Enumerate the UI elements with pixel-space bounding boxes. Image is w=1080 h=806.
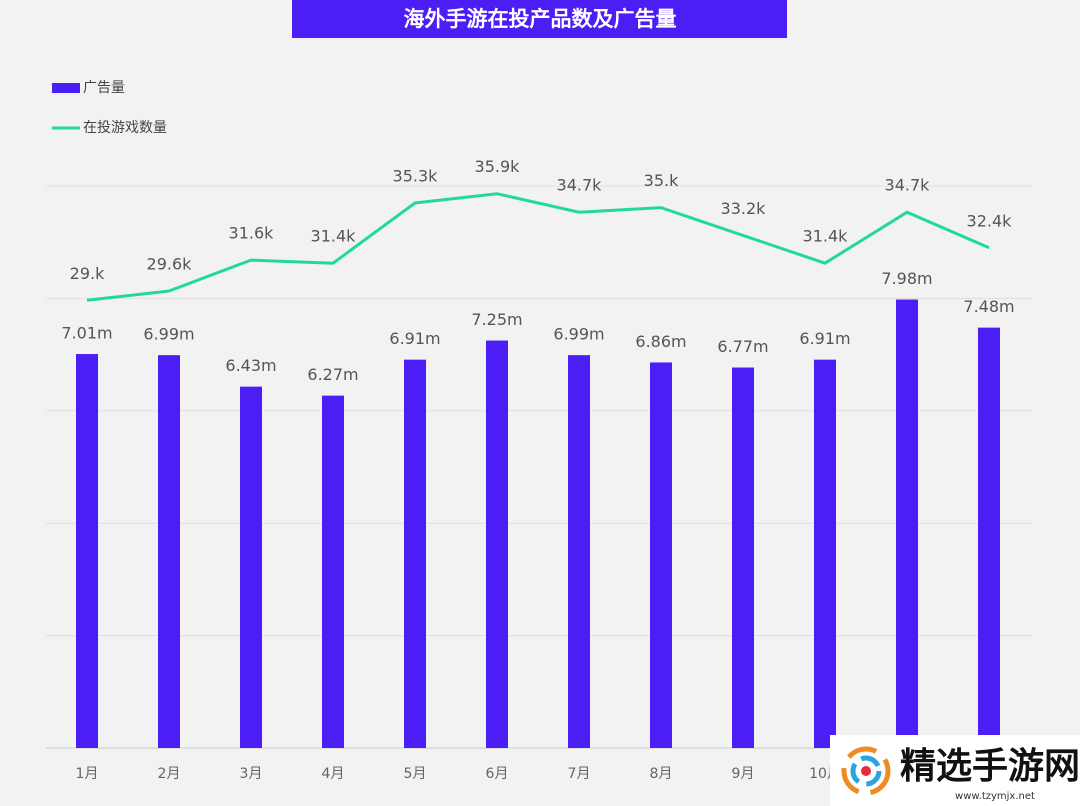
chart-title: 海外手游在投产品数及广告量: [404, 7, 677, 31]
line-value-label: 29.6k: [147, 254, 193, 273]
line-value-label: 31.4k: [803, 227, 849, 246]
title-box: [292, 0, 787, 38]
watermark-name: 精选手游网: [900, 746, 1080, 787]
bar: [568, 355, 590, 748]
line-value-label: 31.4k: [311, 227, 357, 246]
line-value-label: 35.3k: [393, 166, 439, 185]
bar: [732, 367, 754, 748]
bar: [814, 359, 836, 748]
bar-value-label: 6.27m: [307, 365, 358, 384]
line-value-label: 33.2k: [721, 199, 767, 218]
x-tick-label: 3月: [240, 766, 263, 782]
x-tick-label: 7月: [568, 766, 591, 782]
bar-value-label: 6.86m: [635, 332, 686, 351]
bar: [240, 386, 262, 748]
bar: [404, 359, 426, 748]
bar-value-label: 6.77m: [717, 337, 768, 356]
line-value-label: 32.4k: [967, 211, 1013, 230]
line: [86, 192, 990, 302]
line-value-label: 34.7k: [885, 176, 931, 195]
bar: [978, 327, 1000, 748]
bar: [486, 340, 508, 748]
watermark-logo: [841, 746, 891, 796]
watermark-url: www.tzymjx.net: [955, 791, 1035, 802]
x-tick-label: 1月: [76, 766, 99, 782]
bar-value-label: 6.99m: [553, 325, 604, 344]
plot: 1月2月3月4月5月6月7月8月9月10月11月12月7.01m6.99m6.4…: [46, 80, 1032, 782]
x-tick-label: 9月: [732, 766, 755, 782]
bar: [322, 395, 344, 748]
legend-swatch: [52, 83, 80, 93]
bar: [158, 355, 180, 748]
line-value-label: 31.6k: [229, 224, 275, 243]
bar-value-label: 7.25m: [471, 310, 522, 329]
legend-label: 在投游戏数量: [83, 120, 167, 136]
bar-value-label: 7.48m: [963, 297, 1014, 316]
line-value-label: 34.7k: [557, 176, 603, 195]
legend-label: 广告量: [83, 80, 125, 96]
bar-value-label: 6.99m: [143, 325, 194, 344]
bar-value-label: 6.91m: [389, 329, 440, 348]
x-tick-label: 6月: [486, 766, 509, 782]
x-tick-label: 8月: [650, 766, 673, 782]
line-value-label: 35.k: [644, 171, 679, 190]
x-tick-label: 5月: [404, 766, 427, 782]
bar: [76, 354, 98, 748]
bar-value-label: 7.01m: [61, 324, 112, 343]
bar-value-label: 6.43m: [225, 356, 276, 375]
bar: [896, 299, 918, 748]
bar-value-label: 7.98m: [881, 269, 932, 288]
line-value-label: 29.k: [70, 264, 105, 283]
bar-value-label: 6.91m: [799, 329, 850, 348]
bar: [650, 362, 672, 748]
x-tick-label: 4月: [322, 766, 345, 782]
x-tick-label: 2月: [158, 766, 181, 782]
line-value-label: 35.9k: [475, 157, 521, 176]
